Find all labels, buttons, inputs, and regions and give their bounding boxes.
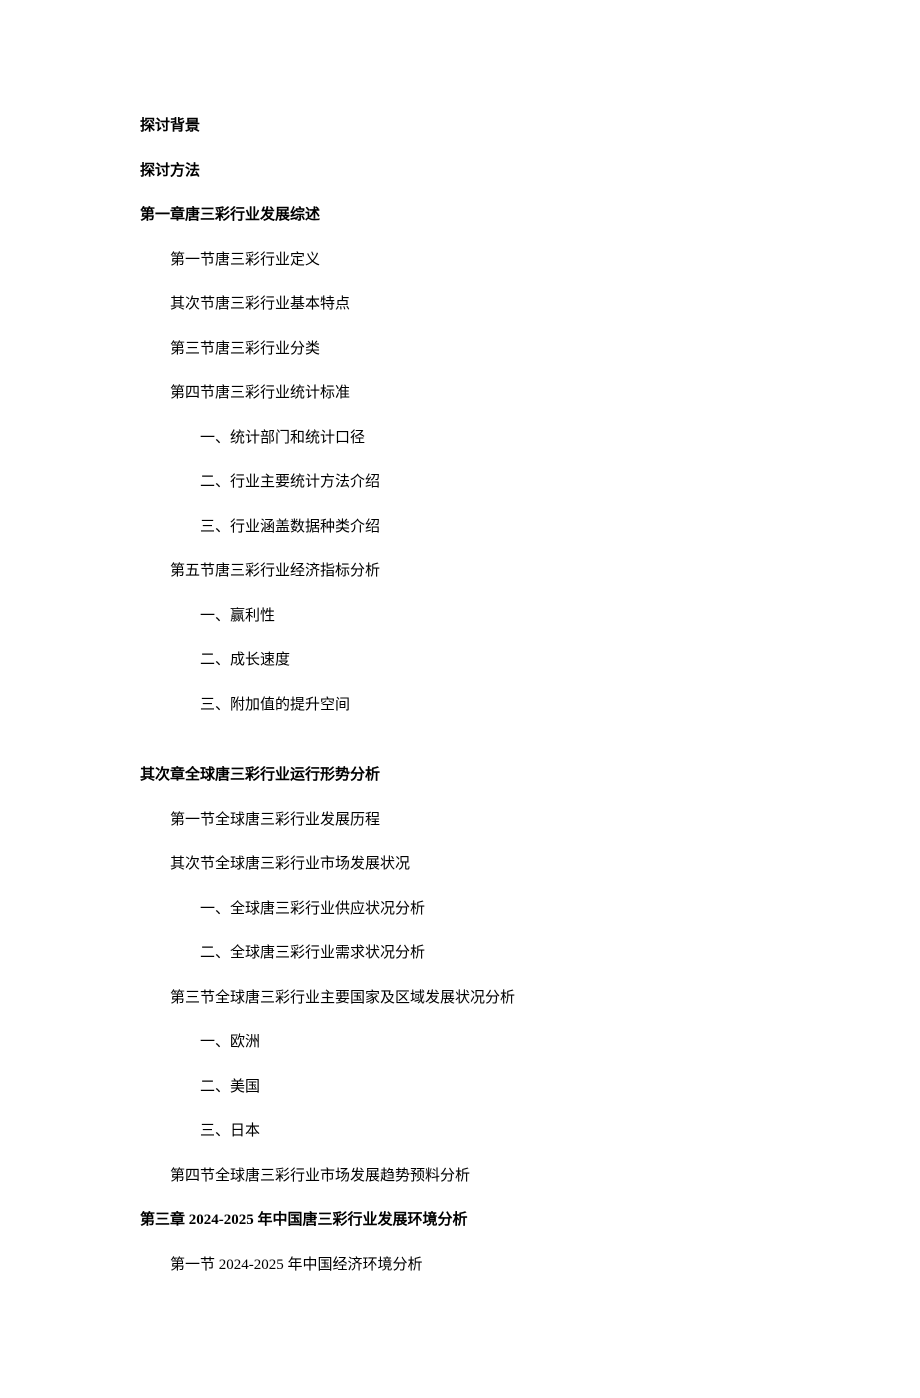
chapter1-section5-item3: 三、附加值的提升空间 — [200, 694, 780, 717]
chapter2-section2: 其次节全球唐三彩行业市场发展状况 — [170, 853, 780, 876]
chapter1-section3: 第三节唐三彩行业分类 — [170, 338, 780, 361]
chapter1-section4-item3: 三、行业涵盖数据种类介绍 — [200, 516, 780, 539]
chapter3-section1: 第一节 2024-2025 年中国经济环境分析 — [170, 1254, 780, 1277]
chapter1-section2: 其次节唐三彩行业基本特点 — [170, 293, 780, 316]
chapter1-section5: 第五节唐三彩行业经济指标分析 — [170, 560, 780, 583]
chapter2-section3: 第三节全球唐三彩行业主要国家及区域发展状况分析 — [170, 987, 780, 1010]
chapter2-section1: 第一节全球唐三彩行业发展历程 — [170, 809, 780, 832]
chapter2-section3-item1: 一、欧洲 — [200, 1031, 780, 1054]
heading-method: 探讨方法 — [140, 160, 780, 183]
chapter1-section4-item1: 一、统计部门和统计口径 — [200, 427, 780, 450]
chapter1-section5-item1: 一、赢利性 — [200, 605, 780, 628]
chapter1-section4: 第四节唐三彩行业统计标准 — [170, 382, 780, 405]
chapter2-section2-item2: 二、全球唐三彩行业需求状况分析 — [200, 942, 780, 965]
chapter2-section3-item2: 二、美国 — [200, 1076, 780, 1099]
chapter1-section4-item2: 二、行业主要统计方法介绍 — [200, 471, 780, 494]
chapter2-section2-item1: 一、全球唐三彩行业供应状况分析 — [200, 898, 780, 921]
chapter1-section1: 第一节唐三彩行业定义 — [170, 249, 780, 272]
chapter3-title: 第三章 2024-2025 年中国唐三彩行业发展环境分析 — [140, 1209, 780, 1232]
chapter2-section4: 第四节全球唐三彩行业市场发展趋势预料分析 — [170, 1165, 780, 1188]
section-gap — [140, 738, 780, 764]
heading-background: 探讨背景 — [140, 115, 780, 138]
chapter2-section3-item3: 三、日本 — [200, 1120, 780, 1143]
chapter1-section5-item2: 二、成长速度 — [200, 649, 780, 672]
chapter1-title: 第一章唐三彩行业发展综述 — [140, 204, 780, 227]
chapter2-title: 其次章全球唐三彩行业运行形势分析 — [140, 764, 780, 787]
document-page: 探讨背景 探讨方法 第一章唐三彩行业发展综述 第一节唐三彩行业定义 其次节唐三彩… — [0, 0, 920, 1398]
